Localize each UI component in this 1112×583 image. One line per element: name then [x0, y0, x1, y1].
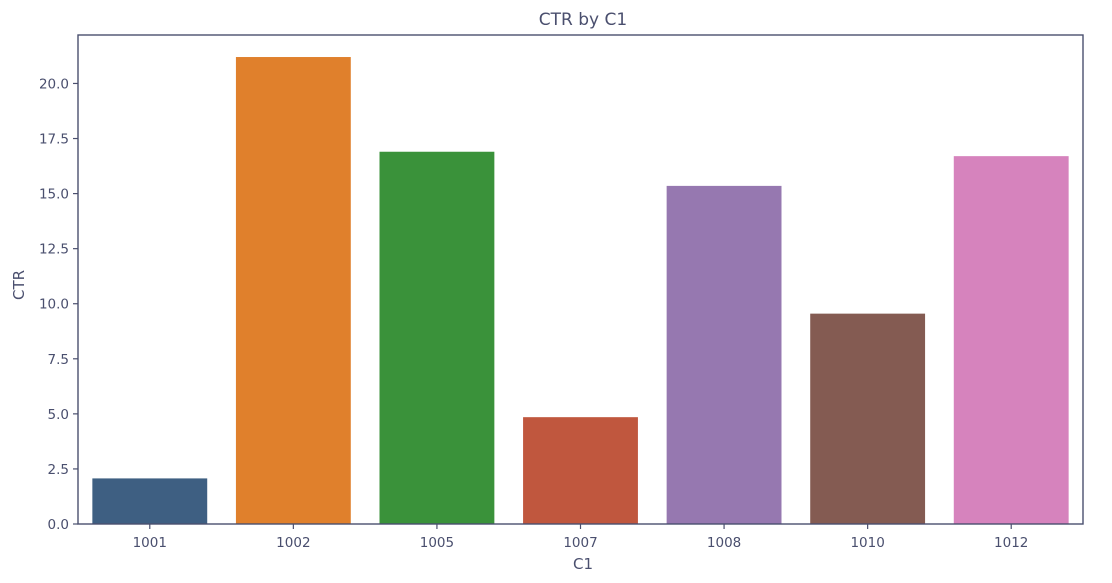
x-tick-label-1007: 1007 [563, 535, 597, 551]
bar-1008 [666, 185, 782, 524]
y-tick-label-7.5: 7.5 [48, 352, 69, 368]
x-tick-label-1008: 1008 [707, 535, 741, 551]
x-tick-label-1012: 1012 [994, 535, 1028, 551]
y-tick-label-20.0: 20.0 [39, 76, 69, 92]
x-tick-label-1005: 1005 [420, 535, 454, 551]
y-axis-ticks: 0.0 2.5 5.0 7.5 10.0 12.5 15.0 17.5 20.0 [39, 76, 78, 533]
x-tick-label-1002: 1002 [276, 535, 310, 551]
y-axis-label: CTR [10, 270, 28, 300]
bars-group [92, 57, 1069, 525]
y-tick-label-10.0: 10.0 [39, 297, 69, 313]
y-tick-label-12.5: 12.5 [39, 242, 69, 258]
plot-frame [77, 34, 1084, 525]
x-tick-label-1010: 1010 [850, 535, 884, 551]
bar-1001 [92, 478, 208, 524]
y-tick-label-5.0: 5.0 [48, 407, 69, 423]
y-tick-label-0.0: 0.0 [48, 517, 69, 533]
x-tick-label-1001: 1001 [133, 535, 167, 551]
bar-1007 [523, 417, 638, 524]
y-tick-label-17.5: 17.5 [39, 132, 69, 148]
chart-title: CTR by C1 [539, 10, 627, 30]
bar-1005 [379, 151, 495, 525]
bar-1002 [235, 57, 351, 524]
bar-1010 [810, 313, 926, 524]
y-tick-label-2.5: 2.5 [48, 462, 69, 478]
x-axis-label: C1 [573, 555, 593, 573]
x-axis-ticks: 1001 1002 1005 1007 1008 1010 1012 [133, 524, 1028, 551]
bar-1012 [953, 156, 1069, 524]
y-tick-label-15.0: 15.0 [39, 187, 69, 203]
